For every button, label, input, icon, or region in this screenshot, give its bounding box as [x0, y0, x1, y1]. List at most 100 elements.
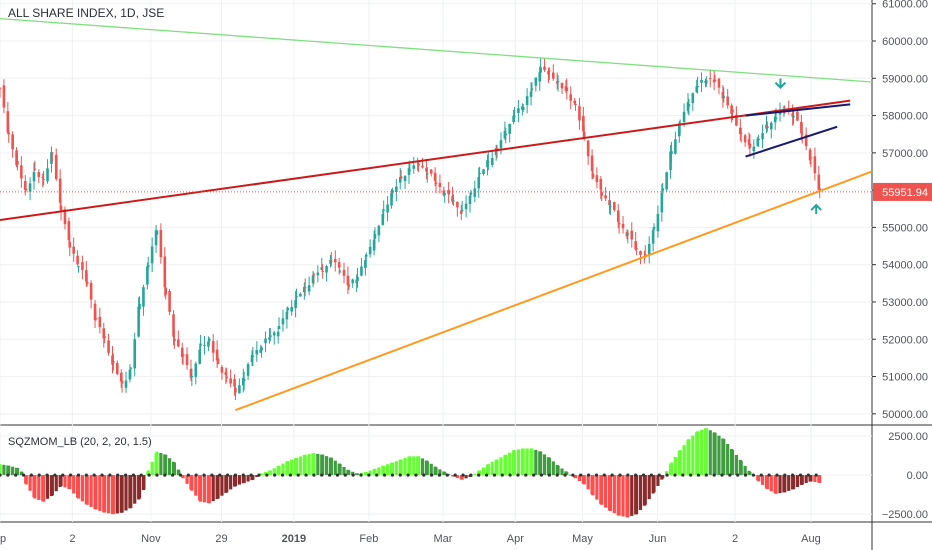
squeeze-dot [249, 473, 253, 477]
candle-body [15, 150, 18, 166]
candle-body [255, 349, 259, 355]
momentum-bar [682, 445, 686, 476]
candle-body [199, 343, 202, 346]
candle-body [159, 229, 163, 258]
momentum-bar [76, 475, 81, 499]
squeeze-dot [508, 473, 512, 477]
candle-body [569, 94, 573, 101]
momentum-bar [185, 475, 189, 484]
candle-body [477, 176, 481, 189]
squeeze-dot [587, 473, 591, 477]
momentum-bar [137, 475, 142, 499]
squeeze-dot [767, 473, 771, 477]
squeeze-dot [265, 473, 269, 477]
candle-body [791, 113, 794, 117]
momentum-bar [673, 456, 677, 476]
momentum-bar [11, 466, 15, 476]
candle-body [800, 133, 804, 135]
candle-body [696, 86, 699, 88]
squeeze-dot [108, 473, 112, 477]
candle-body [68, 242, 72, 248]
candle-body [207, 338, 211, 341]
candle-body [46, 168, 49, 182]
time-tick-label: 2 [732, 533, 738, 545]
momentum-bar [294, 457, 299, 476]
candle-body [521, 107, 525, 111]
candle-body [198, 349, 201, 364]
candle-body [599, 178, 603, 190]
candle-body [216, 358, 220, 364]
candle-body [133, 339, 137, 369]
candle-body [739, 127, 742, 134]
candle-body [582, 116, 585, 132]
candle-body [51, 152, 54, 154]
momentum-bar [63, 475, 67, 488]
candle-body [77, 266, 80, 268]
candle-body [42, 179, 45, 181]
squeeze-dot [547, 473, 551, 477]
candle-body [85, 270, 88, 282]
momentum-bar [451, 475, 456, 477]
candle-body [621, 223, 625, 229]
price-tick-label: 54000.00 [882, 260, 928, 272]
momentum-bar [573, 475, 578, 479]
candle-body [241, 377, 245, 386]
candle-body [72, 246, 75, 254]
squeeze-dot [484, 473, 489, 477]
candle-body [639, 251, 642, 255]
squeeze-dot [241, 473, 245, 477]
candle-body [285, 311, 289, 320]
time-tick-label: Apr [507, 533, 524, 545]
momentum-bar [106, 475, 111, 514]
candle-body [808, 149, 812, 161]
momentum-bar [312, 453, 316, 476]
candle-body [460, 209, 464, 211]
momentum-bar [164, 454, 168, 476]
candle-body [551, 72, 555, 79]
candle-body [425, 173, 429, 175]
price-tick-label: 50000.00 [882, 409, 928, 421]
candle-body [517, 108, 520, 113]
last-price-label: 55951.94 [882, 187, 928, 199]
momentum-bar [726, 444, 730, 476]
candle-body [451, 195, 454, 202]
momentum-bar [595, 475, 599, 500]
momentum-bar [377, 467, 381, 476]
candle-body [730, 105, 733, 114]
momentum-bar [298, 456, 303, 476]
momentum-bar [394, 461, 398, 476]
squeeze-dot [736, 473, 740, 477]
squeeze-dot [390, 473, 394, 477]
squeeze-dot [37, 473, 41, 477]
momentum-bar [495, 459, 499, 476]
squeeze-dot [579, 473, 583, 477]
squeeze-dot [335, 473, 340, 477]
navy-trendline [745, 103, 851, 117]
momentum-bar [481, 467, 486, 476]
navy-trendline [745, 125, 838, 158]
squeeze-dot [382, 473, 387, 477]
momentum-bar [159, 453, 163, 476]
candle-body [185, 354, 189, 366]
squeeze-dot [76, 473, 81, 477]
candle-body [530, 88, 534, 90]
candle-body [23, 181, 27, 190]
candle-body [486, 160, 489, 168]
squeeze-dot [720, 473, 724, 477]
candle-body [398, 177, 402, 183]
squeeze-dot [492, 473, 497, 477]
squeeze-dot [437, 473, 442, 477]
squeeze-dot [532, 473, 536, 477]
momentum-bar [512, 450, 517, 476]
candle-body [534, 77, 538, 86]
candle-body [119, 373, 123, 382]
squeeze-dot [186, 473, 190, 477]
candle-body [468, 195, 472, 204]
candle-body [107, 340, 110, 353]
squeeze-dot [320, 473, 324, 477]
candle-body [670, 151, 673, 155]
candle-body [661, 188, 665, 191]
candle-body [525, 96, 529, 106]
squeeze-dot [131, 473, 136, 477]
